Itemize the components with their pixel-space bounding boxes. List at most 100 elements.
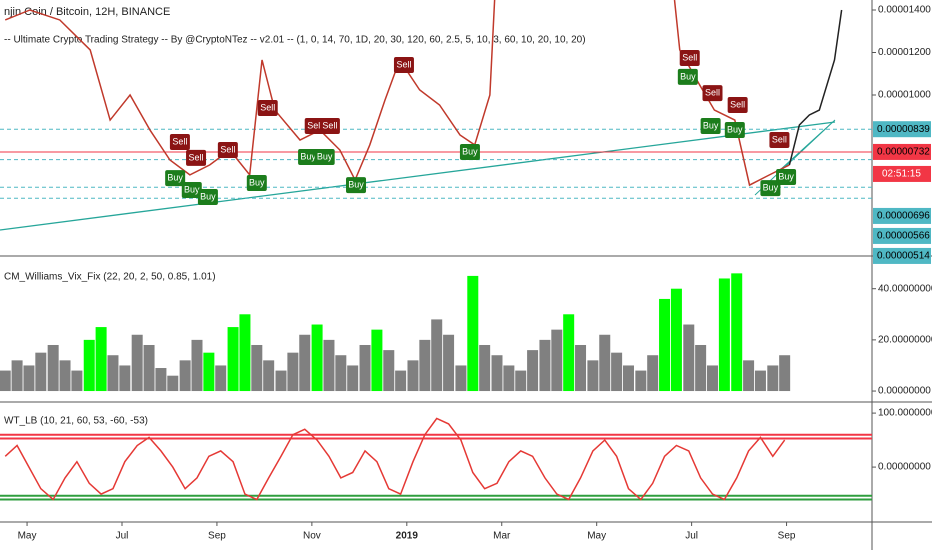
price-level-box bbox=[873, 227, 931, 244]
bar bbox=[371, 329, 383, 392]
x-tick-label: Mar bbox=[493, 531, 511, 542]
bar bbox=[779, 355, 791, 392]
bar bbox=[119, 365, 131, 392]
indicator-label: CM_Williams_Vix_Fix (22, 20, 2, 50, 0.85… bbox=[4, 272, 216, 283]
bar bbox=[191, 339, 203, 392]
signal-box bbox=[724, 122, 745, 139]
signal-label: Buy bbox=[727, 124, 743, 134]
bar bbox=[203, 352, 215, 392]
signal-label: Buy bbox=[249, 177, 265, 187]
bar bbox=[443, 334, 455, 392]
signal-box bbox=[197, 188, 218, 205]
indicator-label: WT_LB (10, 21, 60, 53, -60, -53) bbox=[4, 416, 148, 427]
x-tick-label: May bbox=[587, 531, 606, 542]
signal-label: Buy bbox=[462, 146, 478, 156]
y-tick-label: 0.00000000 bbox=[878, 462, 931, 473]
signal-box bbox=[181, 181, 202, 198]
x-tick-label: Sep bbox=[208, 531, 226, 542]
bar bbox=[527, 350, 539, 392]
bar bbox=[670, 288, 682, 392]
y-tick-label: 0.00001400 bbox=[878, 5, 931, 16]
bar bbox=[299, 334, 311, 392]
price-level-label: 0.00000566 bbox=[877, 231, 930, 242]
bar bbox=[155, 368, 167, 392]
x-tick-label: Sep bbox=[778, 531, 796, 542]
signal-box bbox=[346, 177, 367, 194]
bar bbox=[419, 339, 431, 392]
countdown-label: 02:51:15 bbox=[882, 169, 921, 180]
signal-label: Buy bbox=[300, 151, 316, 161]
bar bbox=[599, 334, 611, 392]
bar bbox=[239, 314, 251, 392]
signal-box bbox=[679, 50, 700, 67]
signal-label: Buy bbox=[317, 151, 333, 161]
bar bbox=[11, 360, 23, 392]
signal-box bbox=[257, 99, 278, 116]
x-tick-label: Jul bbox=[116, 531, 129, 542]
signal-box bbox=[186, 149, 207, 166]
bar bbox=[275, 370, 287, 392]
signal-box bbox=[393, 57, 414, 74]
bar bbox=[635, 370, 647, 392]
bar bbox=[539, 339, 551, 392]
strategy-label: -- Ultimate Crypto Trading Strategy -- B… bbox=[4, 35, 586, 46]
signal-label: Sell bbox=[772, 134, 787, 144]
y-tick-label: 100.00000000 bbox=[878, 408, 932, 419]
signal-label: Sell bbox=[322, 120, 337, 130]
signal-label: Buy bbox=[184, 184, 200, 194]
bar bbox=[359, 344, 371, 392]
bar bbox=[131, 334, 143, 392]
signal-label: Sell bbox=[172, 136, 187, 146]
y-tick-label: 0.00001000 bbox=[878, 90, 931, 101]
bar bbox=[287, 352, 299, 392]
countdown-box bbox=[873, 165, 931, 182]
price-level-box bbox=[873, 247, 931, 264]
signal-label: Buy bbox=[200, 191, 216, 201]
y-tick-label: 0.00001200 bbox=[878, 47, 931, 58]
price-level-box bbox=[873, 121, 931, 138]
bar bbox=[754, 370, 766, 392]
bar bbox=[575, 344, 587, 392]
x-tick-label: Jul bbox=[685, 531, 698, 542]
bar bbox=[515, 370, 527, 392]
bar bbox=[59, 360, 71, 392]
signal-box bbox=[776, 169, 797, 186]
bar bbox=[83, 339, 95, 392]
signal-box bbox=[677, 68, 698, 85]
bar bbox=[407, 360, 419, 392]
bar bbox=[587, 360, 599, 392]
signal-box bbox=[246, 174, 267, 191]
bar bbox=[95, 327, 107, 392]
bar bbox=[767, 365, 779, 392]
bar bbox=[35, 352, 47, 392]
bar bbox=[707, 365, 719, 392]
trend-line bbox=[0, 121, 836, 231]
signal-label: Sell bbox=[220, 144, 235, 154]
signal-box bbox=[319, 118, 340, 135]
price-level-label: 0.00000696 bbox=[877, 211, 930, 222]
bar bbox=[731, 273, 743, 392]
signal-label: Buy bbox=[680, 71, 696, 81]
x-tick-label: 2019 bbox=[396, 531, 419, 542]
signal-box bbox=[217, 142, 238, 159]
series-line bbox=[788, 9, 843, 166]
bar bbox=[659, 298, 671, 392]
bar bbox=[71, 370, 83, 392]
x-tick-label: May bbox=[18, 531, 37, 542]
bar bbox=[551, 329, 563, 392]
signal-label: Buy bbox=[167, 172, 183, 182]
signal-box bbox=[700, 118, 721, 135]
signal-box bbox=[769, 132, 790, 149]
bar bbox=[167, 375, 179, 392]
bar bbox=[323, 339, 335, 392]
bar bbox=[718, 278, 730, 392]
bar bbox=[251, 344, 263, 392]
bar bbox=[491, 355, 503, 392]
signal-box bbox=[165, 170, 186, 187]
bar bbox=[263, 360, 275, 392]
bar bbox=[503, 365, 515, 392]
chart-title: njin Coin / Bitcoin, 12H, BINANCE bbox=[4, 6, 170, 18]
price-level-label: 0.00000514 bbox=[877, 251, 930, 262]
